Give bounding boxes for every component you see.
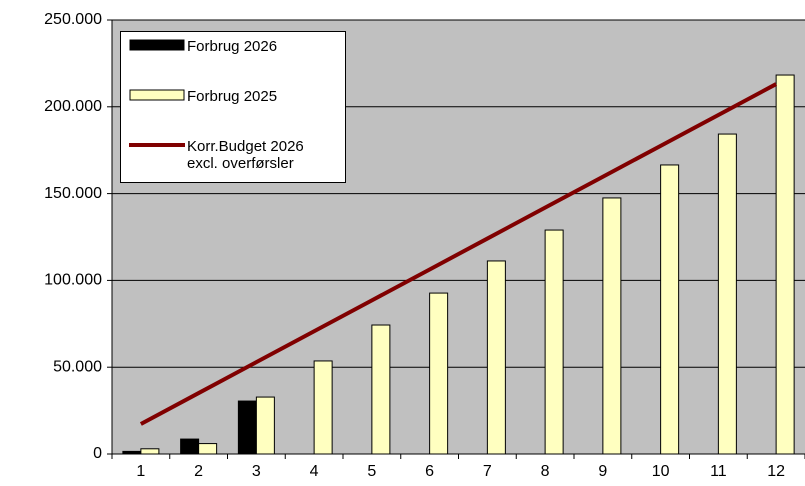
bar: [313, 360, 333, 455]
legend-swatch: [129, 39, 185, 51]
y-tick-label: 0: [93, 445, 102, 462]
legend-label: Forbrug 2025: [187, 88, 278, 105]
legend: Forbrug 2026 Forbrug 2025 Korr.Budget 2026…: [120, 31, 346, 183]
y-tick-label: 50.000: [53, 358, 102, 375]
legend-swatch: [129, 89, 185, 101]
x-tick-label: 9: [598, 463, 607, 480]
bar: [660, 164, 680, 455]
bar: [255, 396, 275, 455]
legend-box: [129, 39, 185, 51]
legend-entry: Korr.Budget 2026 excl. overførsler: [129, 138, 337, 172]
legend-label: Korr.Budget 2026 excl. overførsler: [187, 138, 304, 172]
bar: [198, 443, 218, 455]
bar: [775, 74, 795, 455]
y-tick-label: 150.000: [44, 185, 102, 202]
bar: [717, 133, 737, 455]
legend-entry: Forbrug 2025: [129, 88, 337, 105]
bar: [371, 324, 391, 455]
y-tick-label: 200.000: [44, 98, 102, 115]
bar: [602, 197, 622, 455]
bar: [140, 448, 160, 455]
line: [139, 82, 778, 426]
bar: [122, 450, 142, 455]
legend-box: [129, 89, 185, 101]
x-tick-label: 11: [710, 463, 727, 480]
bar: [180, 438, 200, 455]
x-tick-label: 5: [367, 463, 376, 480]
legend-entry: Forbrug 2026: [129, 38, 337, 55]
x-tick-label: 8: [541, 463, 550, 480]
legend-label: Forbrug 2026: [187, 38, 278, 55]
x-tick-label: 7: [483, 463, 492, 480]
x-tick-label: 12: [767, 463, 785, 480]
y-tick-label: 100.000: [44, 272, 102, 289]
legend-swatch: [129, 143, 185, 147]
x-tick-label: 2: [194, 463, 203, 480]
y-tick-label: 250.000: [44, 11, 102, 28]
x-tick-label: 4: [310, 463, 319, 480]
bar: [544, 229, 564, 455]
x-tick-label: 10: [652, 463, 670, 480]
x-tick-label: 1: [136, 463, 145, 480]
bar: [237, 400, 257, 455]
x-tick-label: 6: [425, 463, 434, 480]
x-tick-label: 3: [252, 463, 261, 480]
bar: [429, 292, 449, 455]
bar: [486, 260, 506, 455]
